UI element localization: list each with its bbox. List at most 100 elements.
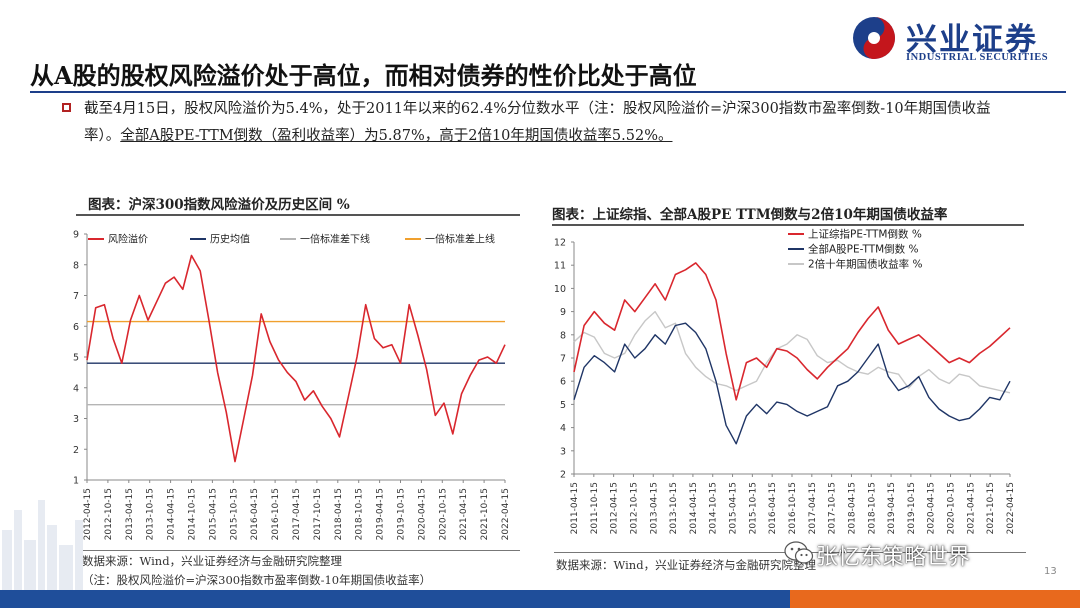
summary-bullet: 截至4月15日，股权风险溢价为5.4%，处于2011年以来的62.4%分位数水平… (84, 96, 1024, 150)
bullet-square-icon (62, 103, 71, 112)
y-tick-label: 4 (560, 423, 566, 434)
x-tick-label: 2015-04-15 (729, 482, 739, 534)
x-tick-label: 2016-04-15 (768, 482, 778, 534)
left-title-rule (76, 214, 520, 216)
y-tick-label: 6 (560, 377, 566, 388)
x-tick-label: 2018-10-15 (355, 488, 365, 540)
x-tick-label: 2013-10-15 (669, 482, 679, 534)
x-tick-label: 2020-10-15 (947, 482, 957, 534)
x-tick-label: 2014-10-15 (188, 488, 198, 540)
y-tick-label: 5 (73, 353, 79, 364)
x-tick-label: 2019-10-15 (907, 482, 917, 534)
left-formula-note: （注：股权风险溢价=沪深300指数市盈率倒数-10年期国债收益率） (82, 573, 432, 587)
legend-label: 风险溢价 (108, 233, 148, 246)
left-chart-title: 图表：沪深300指数风险溢价及历史区间 % (88, 197, 350, 213)
x-tick-label: 2016-10-15 (788, 482, 798, 534)
x-tick-label: 2020-04-15 (927, 482, 937, 534)
y-tick-label: 8 (73, 260, 79, 271)
legend-label: 全部A股PE-TTM倒数 % (808, 243, 919, 256)
company-logo: 兴业证券 INDUSTRIAL SECURITIES (852, 14, 1066, 66)
x-tick-label: 2018-04-15 (334, 488, 344, 540)
x-tick-label: 2013-10-15 (146, 488, 156, 540)
y-tick-label: 5 (560, 400, 566, 411)
x-tick-label: 2022-04-15 (501, 488, 511, 540)
legend-label: 历史均值 (210, 233, 250, 246)
y-tick-label: 11 (554, 261, 566, 272)
series-line-3 (573, 310, 1011, 394)
y-tick-label: 9 (73, 230, 79, 241)
logo-mark-icon (853, 17, 895, 59)
x-tick-label: 2016-10-15 (271, 488, 281, 540)
right-chart-title: 图表：上证综指、全部A股PE TTM倒数与2倍10年期国债收益率 (552, 207, 948, 223)
y-tick-label: 1 (73, 476, 79, 487)
y-tick-label: 6 (73, 322, 79, 333)
summary-text-1: 截至4月15日，股权风险溢价为5.4%，处于2011年以来的62.4%分位数水平… (84, 101, 991, 144)
y-tick-label: 12 (554, 238, 566, 249)
x-tick-label: 2015-10-15 (748, 482, 758, 534)
summary-text-2: 全部A股PE-TTM倒数（盈利收益率）为5.87%，高于2倍10年期国债收益率5… (120, 128, 673, 144)
y-tick-label: 2 (560, 470, 566, 481)
x-tick-label: 2014-04-15 (167, 488, 177, 540)
left-source-note: 数据来源：Wind，兴业证券经济与金融研究院整理 (82, 554, 343, 568)
y-tick-label: 4 (73, 383, 79, 394)
x-tick-label: 2019-04-15 (887, 482, 897, 534)
x-tick-label: 2021-10-15 (986, 482, 996, 534)
x-tick-label: 2017-04-15 (808, 482, 818, 534)
y-tick-label: 8 (560, 330, 566, 341)
legend-label: 一倍标准差上线 (425, 233, 495, 246)
slide-title: 从A股的股权风险溢价处于高位，而相对债券的性价比处于高位 (30, 61, 697, 90)
y-tick-label: 7 (560, 354, 566, 365)
right-source-note: 数据来源：Wind，兴业证券经济与金融研究院整理 (556, 558, 817, 572)
legend-label: 一倍标准差下线 (300, 233, 370, 246)
x-tick-label: 2018-04-15 (847, 482, 857, 534)
x-tick-label: 2021-04-15 (966, 482, 976, 534)
x-tick-label: 2014-04-15 (689, 482, 699, 534)
y-tick-label: 10 (554, 284, 566, 295)
series-line-1 (573, 262, 1011, 401)
left-note-rule (80, 550, 520, 551)
title-divider (30, 91, 1066, 93)
y-tick-label: 3 (73, 414, 79, 425)
y-tick-label: 3 (560, 446, 566, 457)
x-tick-label: 2011-04-15 (570, 482, 580, 534)
x-tick-label: 2021-10-15 (480, 488, 490, 540)
series-line-2 (573, 322, 1011, 445)
x-tick-label: 2021-04-15 (459, 488, 469, 540)
x-tick-label: 2019-10-15 (397, 488, 407, 540)
x-tick-label: 2020-04-15 (417, 488, 427, 540)
x-tick-label: 2012-10-15 (104, 488, 114, 540)
x-tick-label: 2012-10-15 (629, 482, 639, 534)
x-tick-label: 2017-04-15 (292, 488, 302, 540)
city-skyline-decoration (2, 500, 83, 590)
x-tick-label: 2011-10-15 (590, 482, 600, 534)
legend-label: 2倍十年期国债收益率 % (808, 258, 923, 271)
right-pe-yield-chart: 2 3 4 5 6 7 8 9 10 11 12 2011-04-15 2011-10-15 2012-0… (554, 228, 1016, 535)
logo-text-cn: 兴业证券 (906, 22, 1038, 58)
y-tick-label: 9 (560, 307, 566, 318)
x-tick-label: 2013-04-15 (125, 488, 135, 540)
x-tick-label: 2017-10-15 (313, 488, 323, 540)
series-line-1 (86, 254, 506, 463)
page-number: 13 (1044, 566, 1057, 577)
left-risk-premium-chart: 1 2 3 4 5 6 7 8 9 2012-04-15 2012-10-15 2013-04-15 2… (73, 230, 511, 541)
x-tick-label: 2015-04-15 (208, 488, 218, 540)
x-tick-label: 2012-04-15 (83, 488, 93, 540)
watermark-text: 张忆东策略世界 (816, 545, 971, 570)
x-tick-label: 2016-04-15 (250, 488, 260, 540)
wechat-icon (784, 541, 814, 564)
x-tick-label: 2017-10-15 (828, 482, 838, 534)
logo-text-en: INDUSTRIAL SECURITIES (906, 52, 1049, 63)
x-tick-label: 2012-04-15 (610, 482, 620, 534)
bottom-color-bar (0, 590, 1080, 608)
x-tick-label: 2014-10-15 (709, 482, 719, 534)
x-tick-label: 2020-10-15 (438, 488, 448, 540)
x-tick-label: 2015-10-15 (229, 488, 239, 540)
right-title-rule (552, 224, 1024, 226)
x-tick-label: 2019-04-15 (376, 488, 386, 540)
x-tick-label: 2018-10-15 (867, 482, 877, 534)
y-tick-label: 2 (73, 445, 79, 456)
x-tick-label: 2013-04-15 (649, 482, 659, 534)
x-tick-label: 2022-04-15 (1006, 482, 1016, 534)
y-tick-label: 7 (73, 291, 79, 302)
legend-label: 上证综指PE-TTM倒数 % (808, 228, 922, 241)
